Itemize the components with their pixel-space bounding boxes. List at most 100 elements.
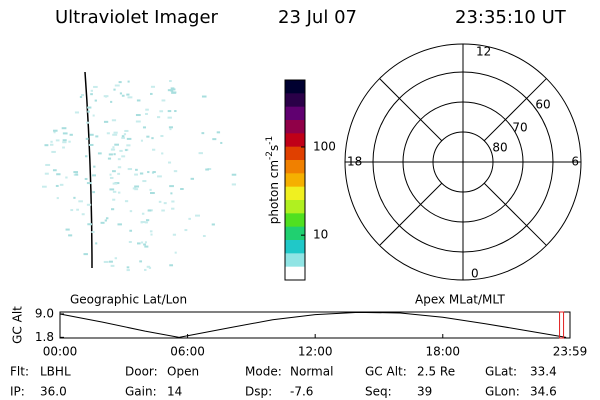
- spoke: [379, 78, 443, 142]
- x-tick-label: 00:00: [43, 345, 78, 359]
- speckle: [127, 80, 130, 83]
- color-step: [285, 93, 305, 108]
- lat-label: 60: [535, 98, 550, 112]
- speckle: [152, 171, 156, 174]
- speckle: [108, 260, 113, 263]
- speckle: [100, 221, 105, 224]
- field-value: 2.5 Re: [417, 365, 455, 379]
- speckle: [157, 175, 162, 178]
- speckle: [124, 200, 129, 203]
- field-label: Door:: [125, 365, 158, 379]
- field-label: Dsp:: [245, 385, 272, 399]
- field-value: -7.6: [290, 385, 313, 399]
- lat-label: 80: [492, 141, 507, 155]
- speckle: [78, 200, 83, 203]
- speckle: [103, 95, 109, 98]
- timeline-subtitle: Apex MLat/MLT: [415, 293, 505, 307]
- speckle: [169, 185, 174, 188]
- color-step: [285, 133, 305, 148]
- speckle: [161, 209, 165, 212]
- speckle: [73, 196, 76, 199]
- speckle: [198, 152, 203, 155]
- speckle: [231, 173, 237, 176]
- field-value: Open: [167, 365, 199, 379]
- speckle: [161, 99, 166, 102]
- speckle: [150, 92, 153, 95]
- speckle: [150, 233, 153, 236]
- speckle: [152, 148, 156, 151]
- speckle: [55, 139, 60, 142]
- speckle: [126, 144, 131, 147]
- speckle: [74, 111, 80, 114]
- speckle: [171, 200, 175, 203]
- speckle: [144, 245, 149, 248]
- speckle: [117, 172, 121, 175]
- field-label: GLon:: [485, 385, 520, 399]
- speckle: [89, 133, 94, 136]
- speckle: [212, 138, 217, 141]
- speckle: [136, 242, 141, 245]
- speckle: [143, 243, 146, 246]
- speckle: [68, 234, 73, 237]
- colorbar-frame: [284, 79, 306, 281]
- speckle: [53, 129, 58, 132]
- speckle: [139, 260, 143, 263]
- colorbar: 10 100: [284, 79, 336, 281]
- speckle: [145, 108, 149, 111]
- speckle: [105, 217, 109, 220]
- title: Ultraviolet Imager: [55, 7, 219, 28]
- uv-image: [41, 71, 237, 272]
- mlt-label: 6: [571, 155, 579, 169]
- speckle: [85, 137, 89, 140]
- speckle: [81, 213, 85, 216]
- speckle: [110, 264, 115, 267]
- speckle: [121, 135, 125, 138]
- speckle: [44, 144, 49, 147]
- speckle: [56, 197, 59, 200]
- color-step: [285, 253, 305, 268]
- speckle: [174, 251, 177, 254]
- field-label: Flt:: [10, 365, 29, 379]
- terminator-line: [84, 71, 93, 269]
- speckle: [93, 85, 98, 88]
- speckle: [62, 139, 67, 142]
- speckle: [148, 266, 152, 269]
- speckle: [109, 188, 115, 191]
- speckle: [128, 240, 132, 243]
- speckle: [188, 217, 191, 220]
- x-tick-label: 23:59: [553, 345, 588, 359]
- field-value: 36.0: [40, 385, 67, 399]
- speckle: [104, 219, 107, 222]
- speckle: [113, 131, 118, 134]
- speckle: [52, 169, 57, 172]
- speckle: [140, 221, 146, 224]
- speckle: [90, 89, 93, 92]
- speckle: [201, 95, 207, 98]
- speckle: [150, 192, 155, 195]
- speckle: [114, 257, 118, 260]
- speckle: [92, 174, 96, 177]
- speckle: [126, 137, 132, 140]
- y-tick-label: 1.8: [35, 330, 54, 344]
- speckle: [142, 126, 147, 129]
- speckle: [168, 161, 172, 164]
- speckle: [114, 84, 120, 87]
- x-tick-label: 12:00: [298, 345, 333, 359]
- speckle: [90, 93, 93, 96]
- speckle: [167, 89, 173, 92]
- colorbar-tick-label: 10: [313, 228, 328, 242]
- speckle: [55, 184, 59, 187]
- speckle: [41, 185, 47, 188]
- mlt-label: 0: [471, 267, 479, 281]
- field-value: LBHL: [40, 365, 71, 379]
- speckle: [126, 93, 130, 96]
- speckle: [149, 188, 152, 191]
- speckle: [75, 173, 78, 176]
- speckle: [107, 157, 112, 160]
- color-step: [285, 160, 305, 174]
- speckle: [119, 149, 123, 152]
- speckle: [117, 158, 121, 161]
- y-tick-label: 9.0: [35, 306, 54, 320]
- speckle: [135, 168, 138, 171]
- speckle: [44, 172, 49, 175]
